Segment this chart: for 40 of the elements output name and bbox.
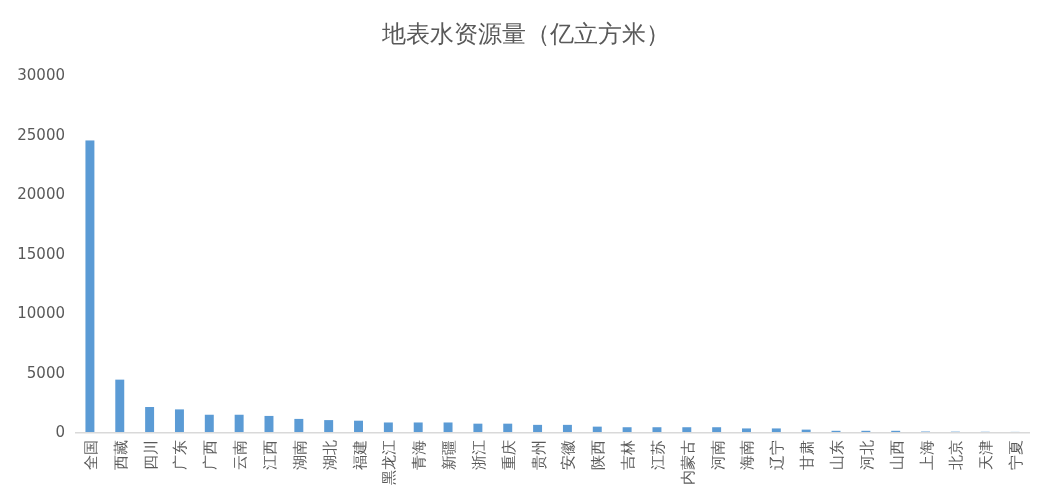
x-tick-label: 北京 [947, 440, 966, 470]
x-tick-label: 宁夏 [1007, 440, 1026, 470]
x-tick-label: 全国 [81, 440, 100, 470]
y-tick-label: 30000 [17, 66, 65, 84]
x-tick-label: 福建 [350, 440, 369, 470]
x-tick-label: 重庆 [499, 440, 518, 470]
y-tick-label: 15000 [17, 244, 65, 263]
x-tick-label: 湖南 [290, 440, 309, 470]
x-tick-label: 新疆 [440, 440, 459, 470]
x-tick-label: 陕西 [589, 440, 608, 470]
y-tick-label: 10000 [17, 304, 65, 322]
x-tick-label: 上海 [917, 440, 936, 470]
x-tick-label: 海南 [738, 440, 757, 470]
y-tick-label: 25000 [17, 125, 65, 144]
x-tick-label: 江西 [260, 440, 279, 470]
x-tick-label: 天津 [977, 440, 996, 470]
x-tick-label: 青海 [410, 440, 429, 470]
x-tick-label: 河北 [857, 440, 876, 470]
x-tick-label: 西藏 [111, 440, 130, 470]
y-tick-label: 0 [55, 423, 65, 441]
x-tick-label: 黑龙江 [380, 440, 399, 485]
x-tick-label: 甘肃 [798, 440, 817, 470]
x-tick-label: 河南 [708, 440, 727, 470]
x-tick-label: 贵州 [529, 440, 548, 470]
x-tick-label: 吉林 [619, 440, 638, 470]
x-tick-label: 山东 [828, 440, 847, 470]
x-tick-label: 江苏 [648, 440, 667, 470]
x-tick-label: 浙江 [469, 440, 488, 470]
x-tick-label: 广东 [171, 440, 190, 470]
y-tick-label: 20000 [17, 185, 65, 203]
x-tick-label: 内蒙古 [678, 440, 697, 485]
x-tick-label: 四川 [141, 440, 160, 470]
y-tick-label: 5000 [26, 363, 65, 382]
title: 地表水资源量（亿立方米） [381, 20, 670, 48]
x-tick-label: 湖北 [320, 440, 339, 470]
x-tick-label: 山西 [887, 440, 906, 470]
x-tick-label: 辽宁 [768, 440, 787, 470]
x-tick-label: 云南 [231, 440, 250, 470]
x-tick-label: 广西 [201, 440, 220, 470]
x-tick-label: 安徽 [559, 440, 578, 470]
